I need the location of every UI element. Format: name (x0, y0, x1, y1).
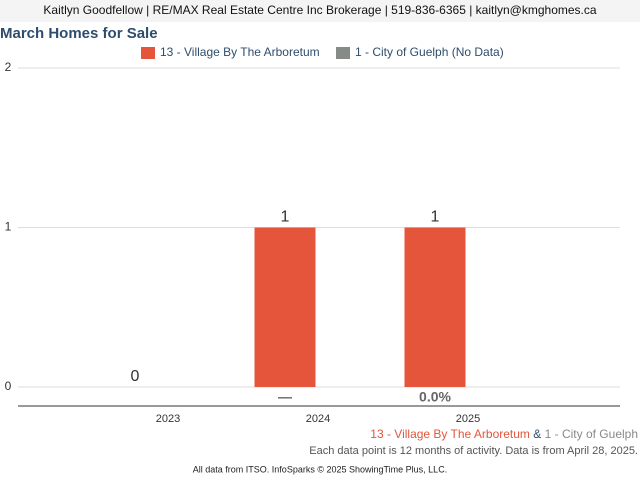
footer-source: All data from ITSO. InfoSparks © 2025 Sh… (193, 464, 447, 474)
chart-title: March Homes for Sale (0, 25, 158, 42)
legend-label: 13 - Village By The Arboretum (160, 45, 320, 59)
legend-swatch (336, 47, 350, 59)
data-label: 1 (281, 209, 290, 226)
data-label: 0 (131, 368, 140, 385)
header-bar (0, 0, 640, 22)
footer-amp: & (533, 427, 541, 441)
y-tick-label: 1 (5, 220, 12, 234)
legend-label: 1 - City of Guelph (No Data) (355, 45, 504, 59)
footer-area: 1 - City of Guelph (545, 427, 638, 441)
footer-area: 13 - Village By The Arboretum (370, 427, 530, 441)
header: Kaitlyn Goodfellow | RE/MAX Real Estate … (43, 3, 596, 17)
bar (404, 227, 466, 387)
data-label: 1 (431, 209, 440, 226)
footer-areas: 13 - Village By The Arboretum & 1 - City… (370, 427, 638, 441)
y-tick-label: 0 (5, 379, 12, 393)
x-tick-label: 2023 (156, 413, 180, 425)
y-tick-label: 2 (5, 60, 12, 74)
change-label: — (278, 389, 292, 405)
x-tick-label: 2024 (306, 413, 330, 425)
change-label: 0.0% (419, 389, 451, 405)
legend-swatch (141, 47, 155, 59)
footer-note: Each data point is 12 months of activity… (309, 445, 638, 457)
bar (254, 227, 316, 387)
x-tick-label: 2025 (456, 413, 480, 425)
